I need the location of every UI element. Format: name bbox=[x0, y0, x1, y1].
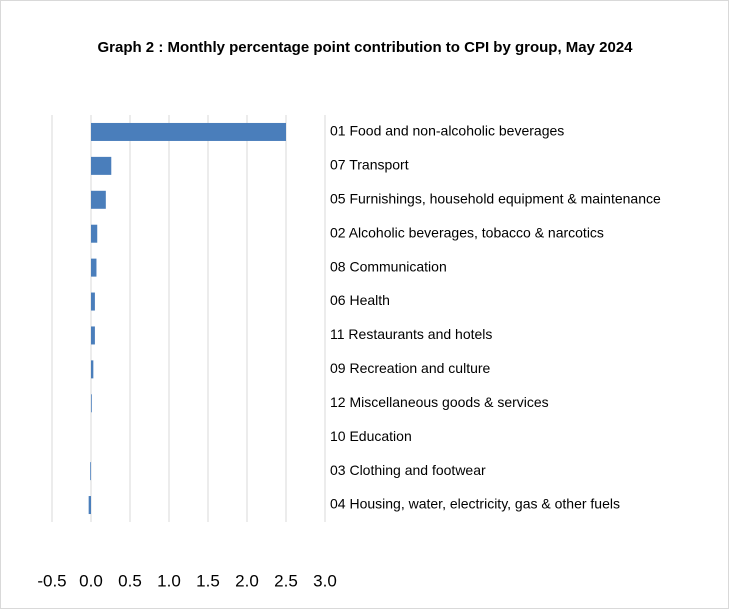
category-label: 01 Food and non-alcoholic beverages bbox=[330, 123, 564, 139]
x-tick-label: 0.0 bbox=[79, 571, 103, 590]
bar bbox=[91, 190, 106, 209]
bar bbox=[91, 258, 97, 277]
category-label: 08 Communication bbox=[330, 258, 447, 274]
bar bbox=[91, 156, 112, 175]
bar bbox=[91, 360, 94, 379]
x-tick-label: 2.0 bbox=[235, 571, 259, 590]
x-tick-label: 3.0 bbox=[313, 571, 337, 590]
bar bbox=[91, 224, 98, 243]
bar bbox=[90, 462, 91, 481]
x-tick-label: 0.5 bbox=[118, 571, 142, 590]
x-tick-label: 2.5 bbox=[274, 571, 298, 590]
bar bbox=[91, 122, 286, 141]
bar bbox=[91, 292, 95, 311]
x-tick-label: 1.5 bbox=[196, 571, 220, 590]
category-label: 04 Housing, water, electricity, gas & ot… bbox=[330, 496, 620, 512]
category-label: 05 Furnishings, household equipment & ma… bbox=[330, 190, 661, 206]
category-label: 10 Education bbox=[330, 428, 412, 444]
category-label: 07 Transport bbox=[330, 157, 409, 173]
chart-title: Graph 2 : Monthly percentage point contr… bbox=[97, 39, 633, 56]
category-label: 12 Miscellaneous goods & services bbox=[330, 394, 549, 410]
bar bbox=[91, 326, 95, 345]
bar bbox=[88, 496, 91, 515]
bar bbox=[91, 394, 92, 413]
category-label: 03 Clothing and footwear bbox=[330, 462, 486, 478]
x-tick-label: -0.5 bbox=[37, 571, 66, 590]
category-label: 09 Recreation and culture bbox=[330, 360, 491, 376]
category-label: 02 Alcoholic beverages, tobacco & narcot… bbox=[330, 224, 604, 240]
category-label: 11 Restaurants and hotels bbox=[330, 326, 492, 342]
category-label: 06 Health bbox=[330, 292, 390, 308]
x-tick-label: 1.0 bbox=[157, 571, 181, 590]
